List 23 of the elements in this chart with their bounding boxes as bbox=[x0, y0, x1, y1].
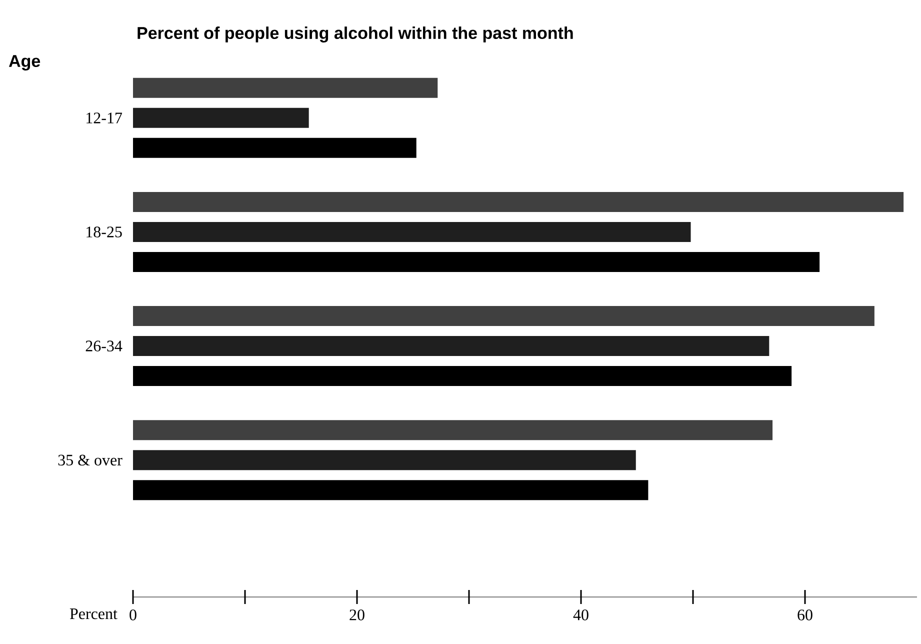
y-axis-title: Age bbox=[8, 55, 40, 70]
x-tick-label: 40 bbox=[573, 610, 588, 620]
bar bbox=[133, 420, 773, 440]
y-tick-label: 35 & over bbox=[58, 454, 122, 466]
bar bbox=[133, 336, 770, 356]
x-tick-label: 60 bbox=[798, 610, 812, 620]
y-tick-label: 12-17 bbox=[86, 112, 122, 124]
bar bbox=[133, 192, 904, 212]
bar bbox=[133, 78, 438, 98]
chart-title: Percent of people using alcohol within the past month bbox=[138, 26, 573, 42]
bar bbox=[133, 138, 416, 158]
bar bbox=[133, 222, 691, 242]
x-tick-label: 0 bbox=[130, 610, 136, 620]
bar bbox=[133, 108, 309, 128]
y-tick-label: 26-34 bbox=[86, 340, 122, 352]
x-axis-title: Percent bbox=[70, 608, 118, 620]
bar bbox=[133, 480, 648, 500]
bar bbox=[133, 450, 636, 470]
bar bbox=[133, 366, 792, 386]
y-tick-label: 18-25 bbox=[86, 226, 122, 238]
bar bbox=[133, 306, 874, 326]
x-tick-label: 20 bbox=[350, 610, 364, 620]
bar bbox=[133, 252, 820, 272]
